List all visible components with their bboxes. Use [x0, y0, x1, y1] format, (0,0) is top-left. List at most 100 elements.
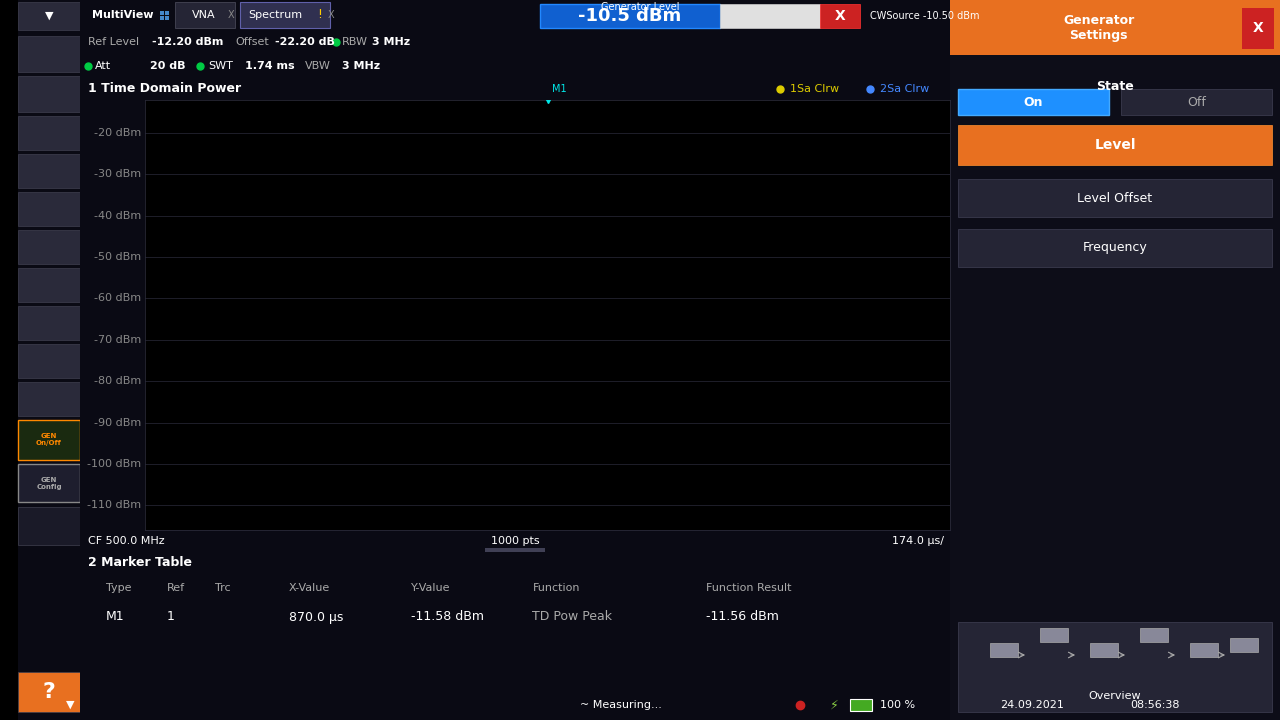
Text: -10.5 dBm: -10.5 dBm — [579, 7, 682, 25]
Text: -22.20 dB: -22.20 dB — [275, 37, 335, 47]
Text: CF 500.0 MHz: CF 500.0 MHz — [88, 536, 165, 546]
Text: Level Offset: Level Offset — [1078, 192, 1152, 204]
Text: M1[1] -11.58 dBm: M1[1] -11.58 dBm — [844, 102, 945, 112]
Text: 1Sa Clrw: 1Sa Clrw — [790, 84, 840, 94]
Bar — [719, 4, 820, 28]
Text: -70 dBm: -70 dBm — [93, 335, 141, 345]
Bar — [165, 16, 169, 20]
Bar — [18, 344, 79, 378]
Text: X-Value: X-Value — [289, 583, 330, 593]
Bar — [18, 2, 79, 30]
Text: RBW: RBW — [342, 37, 369, 47]
Text: ▼: ▼ — [45, 11, 54, 21]
Bar — [175, 2, 236, 28]
Text: ~ Measuring...: ~ Measuring... — [580, 700, 662, 710]
Text: Ref: Ref — [166, 583, 186, 593]
Bar — [850, 699, 872, 711]
Bar — [957, 89, 1108, 115]
Bar — [18, 230, 79, 264]
Text: -40 dBm: -40 dBm — [93, 211, 141, 221]
Text: Spectrum: Spectrum — [248, 10, 302, 20]
Bar — [957, 125, 1272, 165]
Bar — [989, 643, 1018, 657]
Text: -12.20 dBm: -12.20 dBm — [152, 37, 224, 47]
Text: 2Sa Clrw: 2Sa Clrw — [881, 84, 929, 94]
Text: 24.09.2021: 24.09.2021 — [1000, 700, 1064, 710]
Text: Generator Level: Generator Level — [600, 2, 680, 12]
Text: State: State — [1096, 81, 1134, 94]
Text: M1: M1 — [106, 611, 124, 624]
Text: GEN
Config: GEN Config — [36, 477, 61, 490]
Bar — [1242, 8, 1274, 49]
Bar — [18, 36, 79, 72]
Text: MultiView: MultiView — [92, 10, 154, 20]
Text: VBW: VBW — [305, 61, 330, 71]
Bar — [540, 4, 719, 28]
Text: Overview: Overview — [1089, 690, 1142, 701]
Text: 870.0 μs: 870.0 μs — [289, 611, 343, 624]
Text: 1: 1 — [166, 611, 175, 624]
Text: Offset: Offset — [236, 37, 269, 47]
Text: 100 %: 100 % — [881, 700, 915, 710]
Bar — [160, 11, 164, 15]
Text: M1: M1 — [553, 84, 567, 94]
Text: X: X — [835, 9, 845, 23]
Bar — [820, 4, 860, 28]
Bar — [950, 0, 1280, 55]
Text: 870.00 μs: 870.00 μs — [888, 116, 945, 126]
Text: Generator
Settings: Generator Settings — [1062, 14, 1134, 42]
Text: -80 dBm: -80 dBm — [93, 376, 141, 386]
Text: Trc: Trc — [215, 583, 230, 593]
Text: X: X — [328, 10, 334, 20]
Bar — [1039, 628, 1068, 642]
Bar — [241, 2, 330, 28]
Bar — [18, 464, 79, 502]
Text: ?: ? — [42, 682, 55, 702]
Text: Ref Level: Ref Level — [88, 37, 140, 47]
Text: 174.0 μs/: 174.0 μs/ — [892, 536, 945, 546]
Text: GEN
On/Off: GEN On/Off — [36, 433, 61, 446]
Bar — [957, 229, 1272, 267]
Bar — [18, 382, 79, 416]
Text: 20 dB: 20 dB — [150, 61, 186, 71]
Bar — [18, 116, 79, 150]
Bar — [1140, 628, 1169, 642]
Bar — [0, 0, 18, 720]
Text: X: X — [1253, 20, 1263, 35]
Text: ▼: ▼ — [65, 700, 74, 710]
Text: -11.58 dBm: -11.58 dBm — [411, 611, 484, 624]
Text: On: On — [1024, 96, 1043, 109]
Bar — [18, 76, 79, 112]
Text: -30 dBm: -30 dBm — [93, 169, 141, 179]
Text: -100 dBm: -100 dBm — [87, 459, 141, 469]
Bar — [1091, 643, 1117, 657]
Bar — [18, 306, 79, 340]
Bar — [485, 548, 545, 552]
Bar — [957, 622, 1272, 712]
Text: Type: Type — [106, 583, 132, 593]
Text: CWSource -10.50 dBm: CWSource -10.50 dBm — [870, 11, 979, 21]
Text: Level: Level — [1094, 138, 1135, 152]
Bar — [18, 672, 79, 712]
Text: Frequency: Frequency — [1083, 241, 1147, 254]
Text: -90 dBm: -90 dBm — [93, 418, 141, 428]
Bar — [18, 507, 79, 545]
Bar — [18, 420, 79, 460]
Bar — [18, 192, 79, 226]
Bar — [1121, 89, 1272, 115]
Text: !: ! — [317, 9, 323, 22]
Bar — [18, 268, 79, 302]
Text: -110 dBm: -110 dBm — [87, 500, 141, 510]
Text: -50 dBm: -50 dBm — [93, 252, 141, 262]
Text: -60 dBm: -60 dBm — [93, 294, 141, 303]
Text: Function Result: Function Result — [707, 583, 792, 593]
Text: Att: Att — [95, 61, 111, 71]
Bar — [1230, 638, 1258, 652]
Text: 1000 pts: 1000 pts — [490, 536, 539, 546]
Bar — [160, 16, 164, 20]
Text: Off: Off — [1187, 96, 1206, 109]
Text: X: X — [228, 10, 234, 20]
Text: TD Pow Peak: TD Pow Peak — [532, 611, 612, 624]
Text: 1.74 ms: 1.74 ms — [244, 61, 294, 71]
Text: 1 Time Domain Power: 1 Time Domain Power — [88, 83, 241, 96]
